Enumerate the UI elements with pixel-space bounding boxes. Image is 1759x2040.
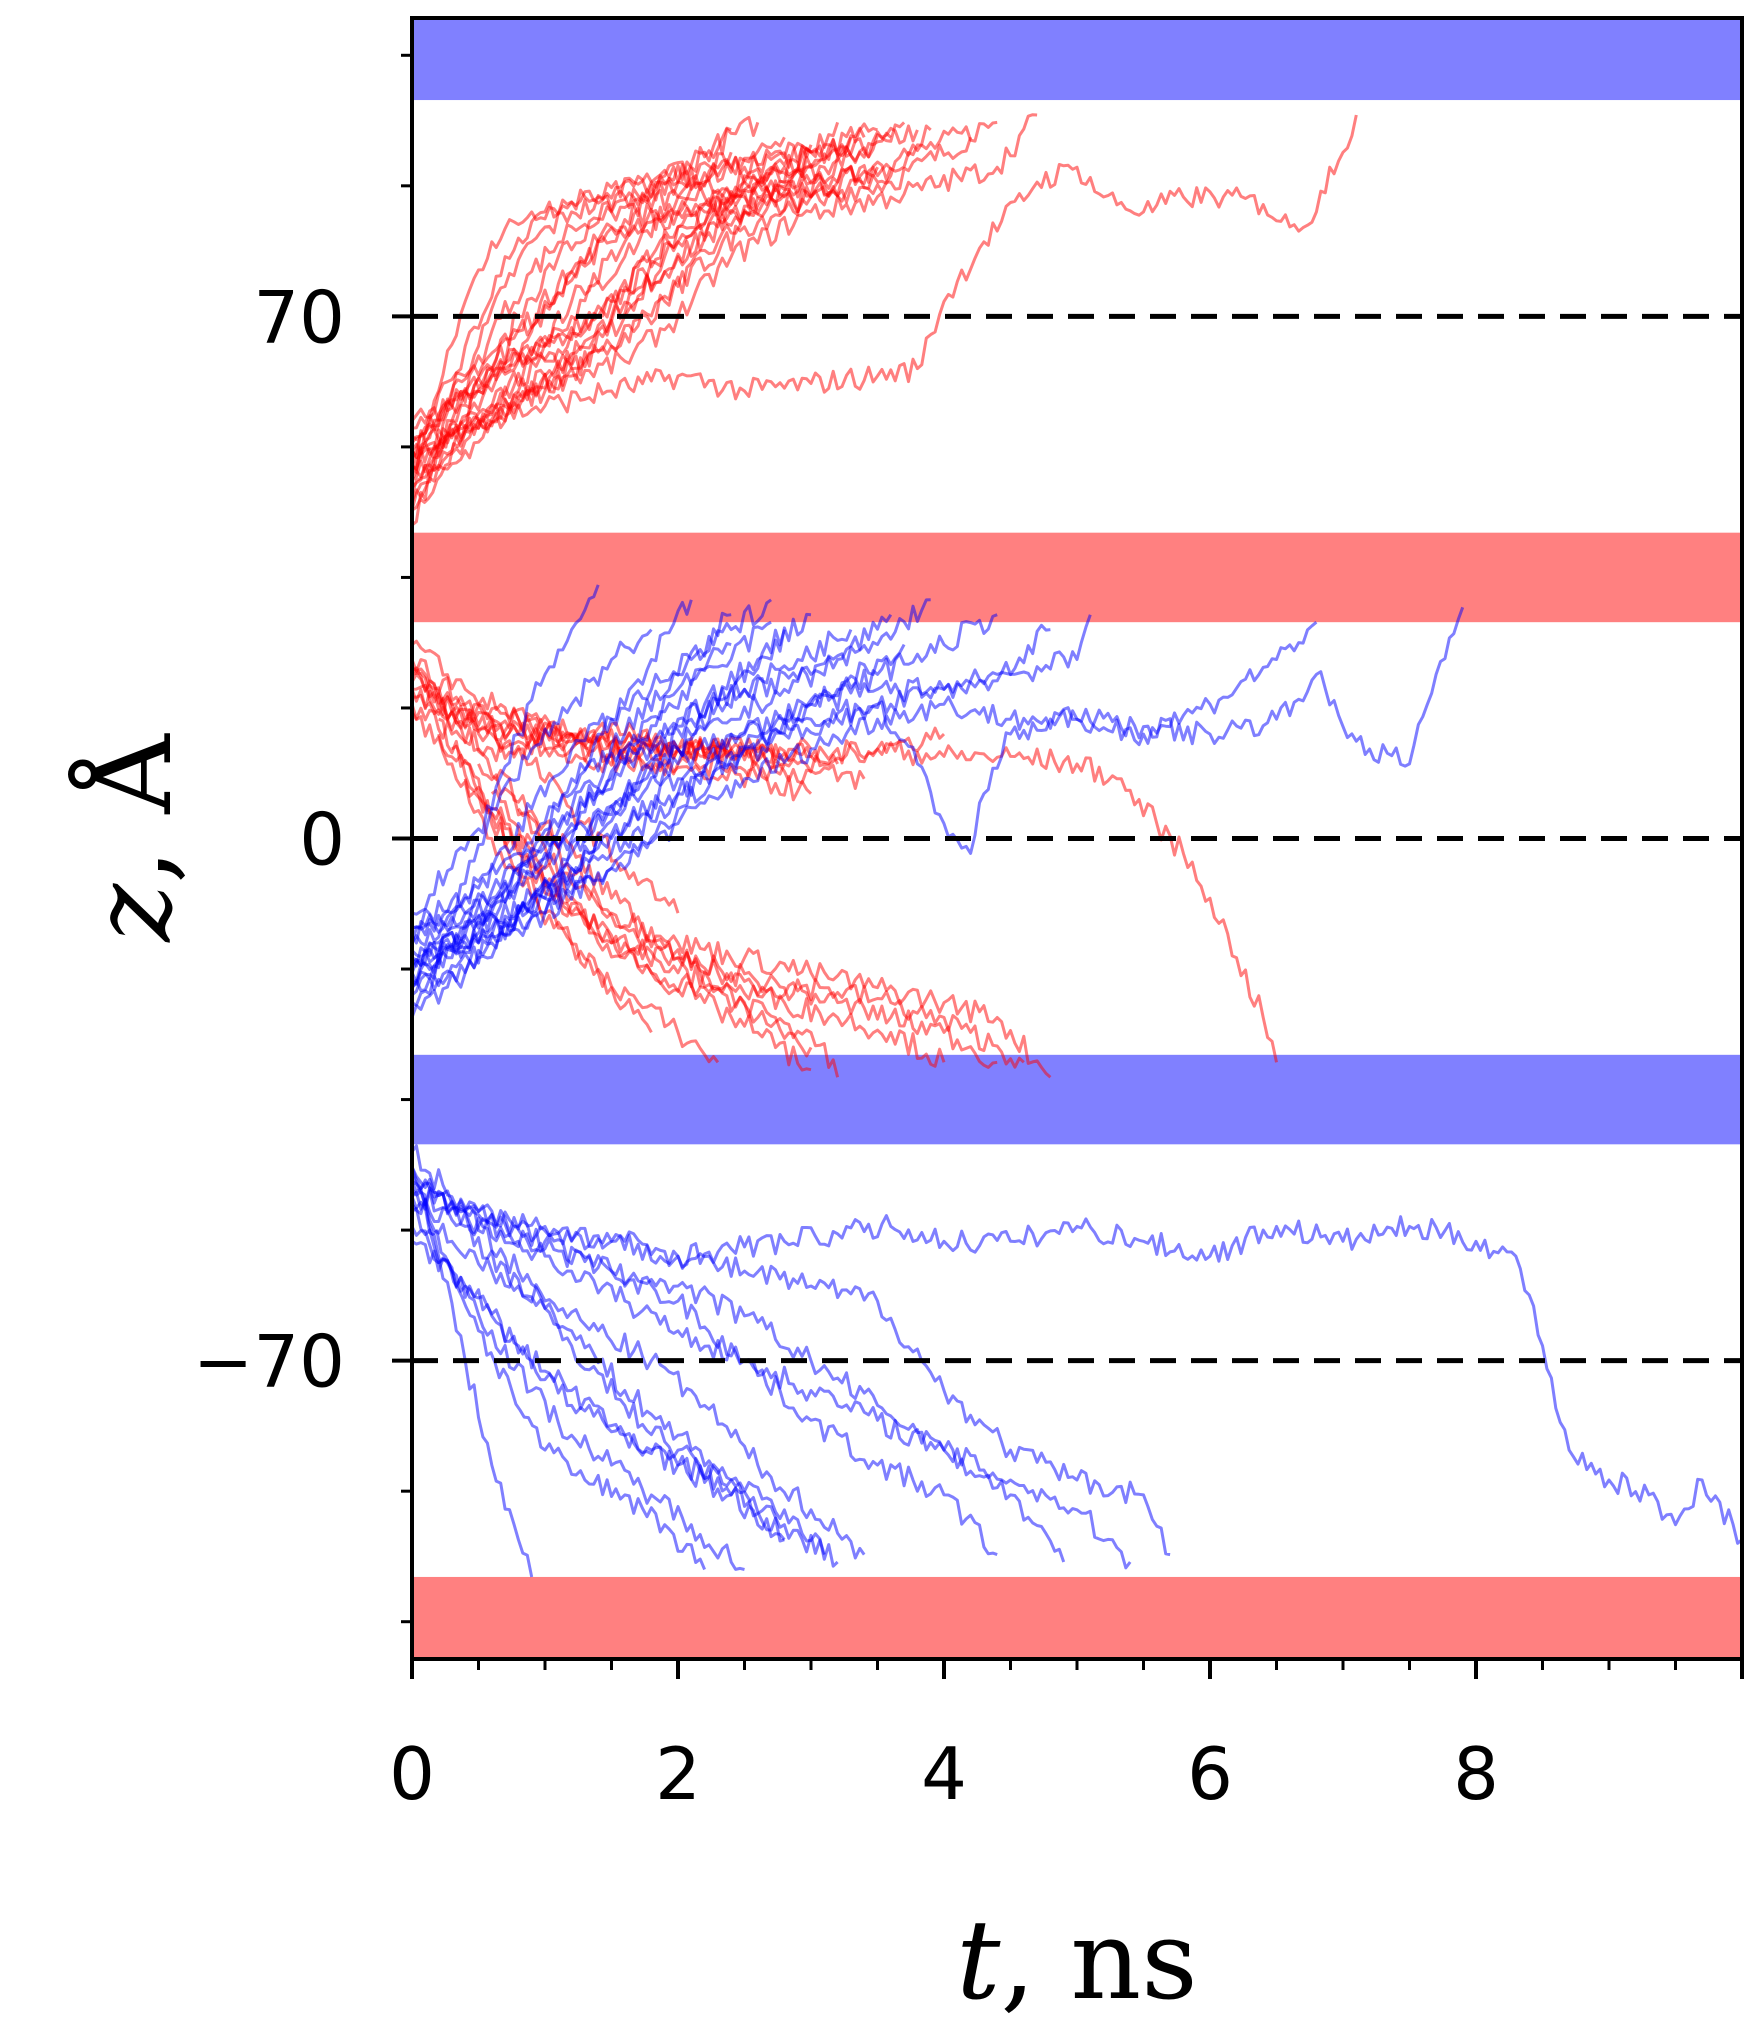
trajectories [412,113,1742,1578]
trajectory-blue-54 [412,620,772,997]
trajectory-red-4 [412,136,786,512]
band-1 [412,532,1742,623]
trajectory-blue-66 [412,1189,1171,1557]
trajectory-red-19 [412,114,1358,455]
trajectory-red-9 [412,126,866,422]
x-tick-label: 8 [1453,1732,1499,1816]
tick-labels: 0 2 4 6 8 70 0 −70 [193,275,1499,1816]
trajectory-blue-52 [412,584,600,986]
x-axis-label: t, ns [956,1896,1197,2024]
trajectory-blue-38 [412,612,812,947]
trajectory-red-37 [438,717,720,1064]
trajectory-blue-48 [412,606,1465,968]
x-tick-label: 0 [389,1732,435,1816]
trajectory-red-11 [412,126,732,489]
trajectory-red-12 [412,160,893,504]
trajectory-blue-51 [412,643,906,934]
trajectory-red-18 [412,113,1038,471]
trajectory-blue-53 [412,623,1051,967]
electrode-bands [412,18,1742,1659]
trajectory-blue-64 [412,1240,826,1556]
trajectory-blue-65 [412,1186,1132,1570]
x-tick-label: 2 [655,1732,701,1816]
x-tick-label: 4 [921,1732,967,1816]
band-0 [412,18,1742,101]
trajectory-red-17 [412,144,812,445]
trajectory-blue-57 [412,1166,786,1541]
trajectory-red-5 [412,122,878,466]
band-2 [412,1054,1742,1145]
x-tick-label: 6 [1187,1732,1233,1816]
trajectory-blue-67 [412,1166,534,1578]
trajectory-blue-68 [412,1180,1742,1545]
reference-lines [412,313,1742,1364]
y-tick-label: 0 [299,798,345,882]
trajectory-blue-50 [412,598,772,944]
y-tick-label: 70 [253,275,345,359]
axis-ticks [392,53,1744,1679]
trajectory-red-10 [412,141,813,471]
trajectory-blue-46 [412,628,653,916]
trajectory-red-28 [412,688,1278,1063]
band-3 [412,1576,1742,1659]
trajectory-red-14 [412,136,853,511]
trajectory-red-36 [517,807,998,1069]
y-tick-label: −70 [193,1320,345,1404]
trajectory-blue-61 [412,1173,706,1571]
trajectory-blue-55 [412,642,732,945]
y-axis-label: z, Å [67,733,196,944]
